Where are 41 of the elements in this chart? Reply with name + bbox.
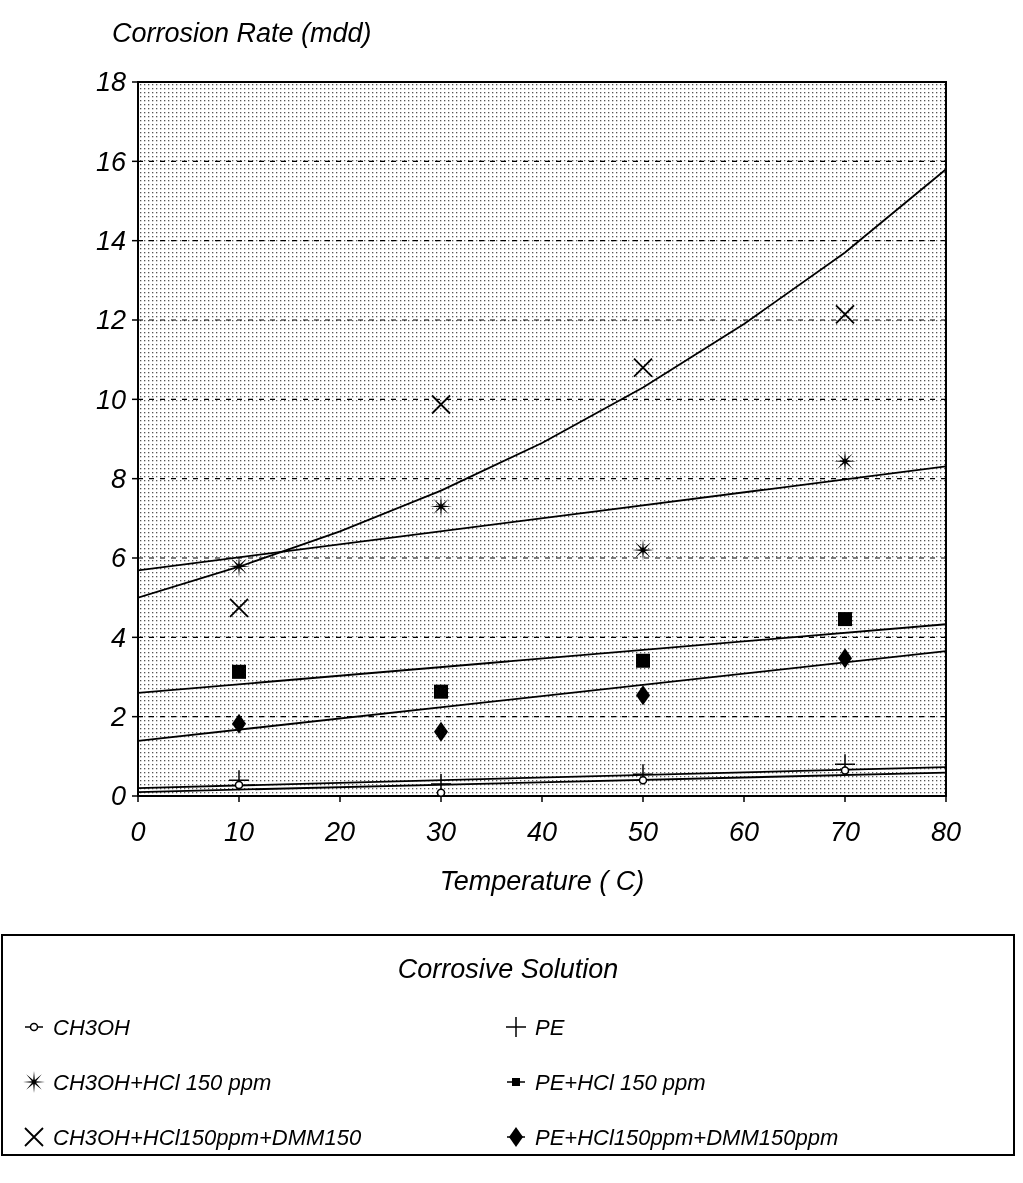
y-tick-label: 2 [109,702,126,733]
point [840,766,850,775]
legend-label: PE+HCl150ppm+DMM150ppm [535,1125,839,1150]
y-tick-label: 18 [95,67,126,98]
point [633,357,653,378]
point [434,684,448,699]
y-tick-label: 10 [95,384,126,415]
y-tick-label: 4 [110,622,126,653]
point [232,664,246,679]
x-tick-label: 40 [526,817,558,847]
y-tick-label: 0 [110,781,126,812]
x-tick-label: 80 [930,817,962,847]
y-tick-label: 14 [95,226,126,257]
x-tick-label: 50 [627,817,659,847]
legend-label: CH3OH+HCl 150 ppm [53,1070,272,1095]
point [835,304,855,325]
x-tick-label: 30 [425,817,457,847]
x-tick-label: 20 [323,817,356,847]
x-tick-label: 10 [223,817,255,847]
x-axis-title: Temperature ( C) [439,866,645,896]
legend-title: Corrosive Solution [397,954,619,984]
y-tick-label: 6 [110,543,127,574]
y-tick-label: 16 [95,146,127,177]
point [436,788,446,796]
y-tick-label: 12 [95,305,126,336]
point [431,394,451,415]
y-tick-label: 8 [110,464,126,495]
x-tick-label: 0 [130,817,146,847]
point [229,598,249,618]
point [228,769,250,791]
y-axis-title: Corrosion Rate (mdd) [112,18,372,48]
point [838,612,852,627]
legend-label: PE [535,1015,565,1040]
x-tick-label: 70 [829,817,861,847]
x-tick-label: 60 [728,817,760,847]
point [638,775,648,785]
point [234,780,244,790]
point [636,653,650,668]
legend-label: PE+HCl 150 ppm [535,1070,706,1095]
legend-label: CH3OH+HCl150ppm+DMM150 [53,1125,362,1150]
legend-label: CH3OH [53,1015,131,1040]
